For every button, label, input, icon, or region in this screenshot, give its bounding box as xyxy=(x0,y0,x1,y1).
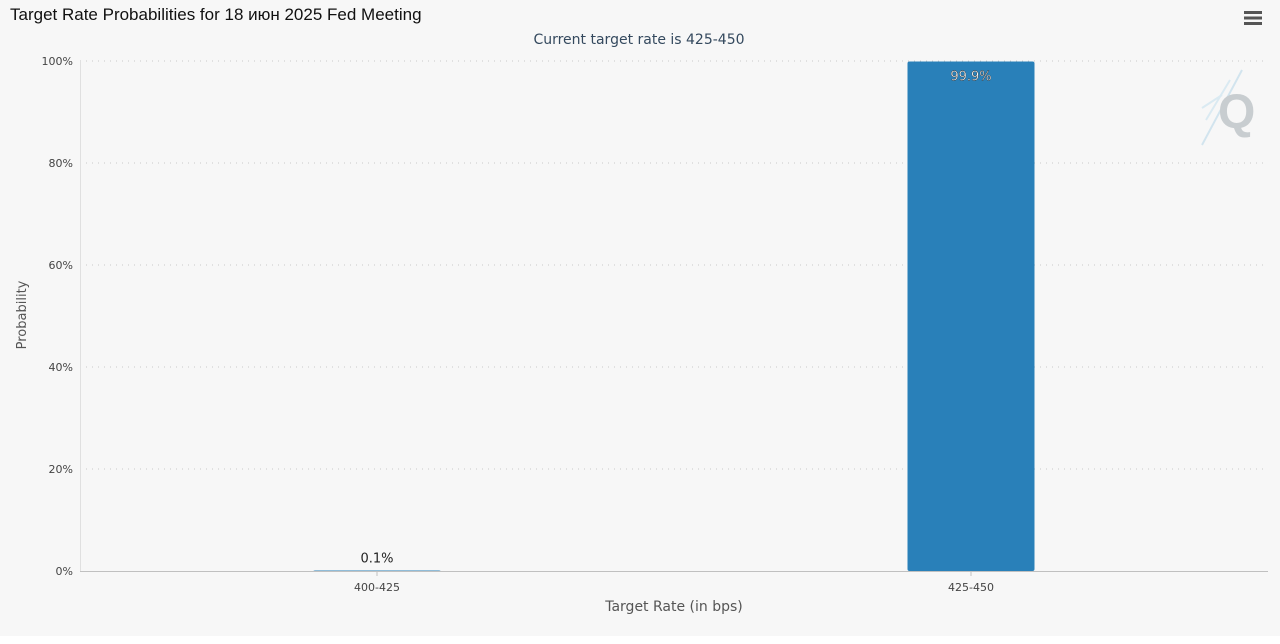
x-axis-ticks: 400-425 425-450 xyxy=(354,571,994,594)
cme-quikstrike-logo: Q xyxy=(1201,69,1255,146)
y-tick-label: 60% xyxy=(49,259,73,272)
y-tick-label: 0% xyxy=(56,565,73,578)
data-label: 0.1% xyxy=(360,551,393,566)
y-axis-title: Probability xyxy=(15,280,30,349)
bars xyxy=(313,61,1035,571)
gridlines xyxy=(80,60,1268,470)
chart-subtitle: Current target rate is 425-450 xyxy=(533,32,744,48)
y-tick-label: 100% xyxy=(42,55,73,68)
page-title: Target Rate Probabilities for 18 июн 202… xyxy=(10,5,422,24)
hamburger-menu-icon xyxy=(1244,11,1262,25)
x-axis-title: Target Rate (in bps) xyxy=(604,599,743,615)
bar-400-425[interactable] xyxy=(313,570,441,571)
data-labels: 0.1% 99.9% xyxy=(360,69,991,566)
x-tick-label: 425-450 xyxy=(948,581,994,594)
y-tick-label: 80% xyxy=(49,157,73,170)
x-tick-label: 400-425 xyxy=(354,581,400,594)
data-label: 99.9% xyxy=(950,70,991,85)
chart-menu-button[interactable] xyxy=(1242,9,1264,27)
y-tick-label: 40% xyxy=(49,361,73,374)
y-tick-label: 20% xyxy=(49,463,73,476)
y-axis-ticks: 0% 20% 40% 60% 80% 100% xyxy=(42,55,73,578)
bottom-strip xyxy=(0,636,1280,644)
bar-425-450[interactable] xyxy=(907,61,1035,571)
watermark-letter: Q xyxy=(1218,86,1255,139)
